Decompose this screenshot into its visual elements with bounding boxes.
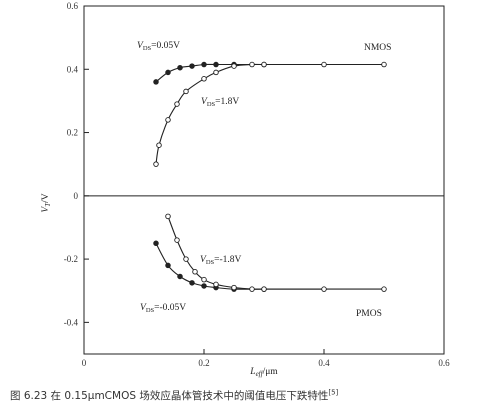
curves [155,63,384,290]
y-tick-label: 0.2 [67,128,78,138]
filled-data-point [153,240,159,247]
open-data-point [192,268,198,275]
open-data-point [165,117,171,123]
points [153,61,387,292]
filled-data-point [165,262,171,269]
plot-frame [83,5,445,355]
y-tick-label: 0.4 [67,64,79,74]
axes [83,5,445,355]
nmos-high-vds-label: VDS=1.8V [201,97,239,108]
open-data-point [321,61,327,68]
open-data-point [174,101,180,107]
x-tick-label: 0.4 [318,358,330,368]
pmos-label: PMOS [356,309,382,319]
open-data-point [201,276,207,283]
pmos-high-vds-label: VDS=-1.8V [200,255,242,266]
x-tick-label: 0 [82,358,87,368]
nmos-label: NMOS [364,43,391,53]
ticks: 0 0.2 0.4 0.6 0.6 0.4 0.2 0 -0.2 -0.4 [64,1,450,368]
filled-data-point [213,61,219,68]
y-tick-label: 0.6 [67,1,79,11]
open-data-point [174,237,180,243]
figure-caption: 图 6.23 在 0.15μmCMOS 场效应晶体管技术中的阈值电压下跌特性[5… [10,388,338,403]
open-data-point [321,286,327,292]
open-data-point [183,88,189,95]
open-data-point [381,286,387,292]
chart-svg: 0 0.2 0.4 0.6 0.6 0.4 0.2 0 -0.2 -0.4 VT/V Leff/μ… [41,1,450,378]
open-data-point [249,286,255,292]
filled-data-point [177,273,183,280]
open-data-point [183,256,189,262]
filled-data-point [177,64,183,71]
filled-data-point [201,283,207,289]
y-axis-label: VT/V [41,193,52,212]
open-data-point [213,69,219,76]
filled-data-point [153,79,159,85]
filled-data-point [165,69,171,76]
open-data-point [213,281,219,288]
y-tick-label: 0 [74,191,79,201]
open-data-point [231,63,237,69]
filled-data-point [189,280,195,286]
y-tick-label: -0.4 [64,317,79,327]
caption-text: 图 6.23 在 0.15μmCMOS 场效应晶体管技术中的阈值电压下跌特性 [10,390,329,402]
series-line [155,63,384,165]
filled-data-point [201,61,207,68]
x-tick-label: 0.2 [198,358,209,368]
nmos-low-vds-label: VDS=0.05V [137,41,180,52]
open-data-point [156,142,162,148]
open-data-point [261,286,267,292]
caption-reference: [5] [328,388,339,397]
open-data-point [381,61,387,68]
open-data-point [201,76,207,82]
open-data-point [261,61,267,68]
x-axis-label: Leff/μm [249,367,278,378]
x-tick-label: 0.6 [438,358,450,368]
open-data-point [153,161,159,167]
open-data-point [249,61,255,68]
filled-data-point [189,63,195,69]
y-tick-label: -0.2 [64,254,78,264]
series-line [167,216,384,290]
open-data-point [165,213,171,220]
pmos-low-vds-label: VDS=-0.05V [140,303,186,314]
open-data-point [231,284,237,291]
